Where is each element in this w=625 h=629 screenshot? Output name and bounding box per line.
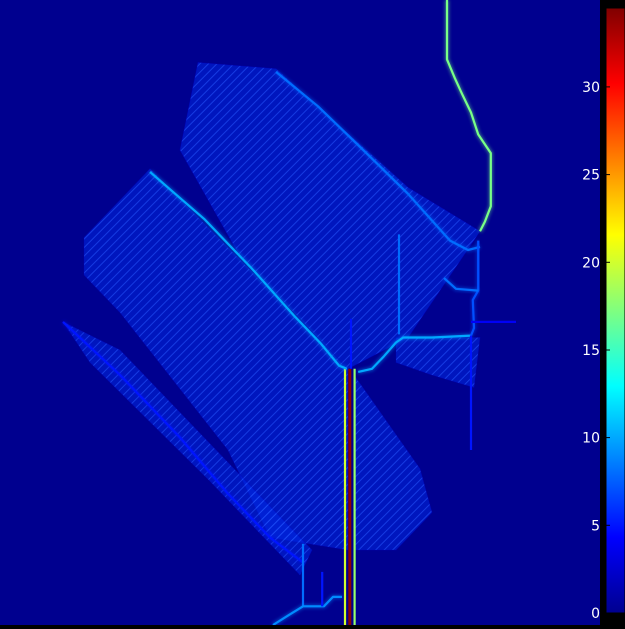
colorbar-tick-label: 15: [582, 343, 600, 359]
colorbar: 0 5 10 15 20 25 30: [582, 7, 625, 622]
colorbar-tick-label: 30: [582, 80, 600, 96]
left-diagonal-ridge: [149, 171, 348, 370]
right-connector: [357, 334, 472, 373]
colorbar-tick-label: 25: [582, 168, 600, 184]
upper-right-diagonal: [275, 71, 481, 252]
upper-branch: [445, 0, 492, 232]
lower-left-diagonal: [62, 321, 304, 564]
colorbar-ticks: 0 5 10 15 20 25 30: [582, 80, 610, 622]
right-vertical: [469, 240, 480, 337]
bottom-connector: [272, 595, 342, 626]
mid-connector: [443, 277, 479, 292]
colorbar-tick-label: 20: [582, 255, 600, 271]
colorbar-gradient: [605, 7, 625, 614]
ridge-lines: [61, 0, 516, 627]
colorbar-tick-label: 0: [591, 606, 600, 622]
colorbar-tick-label: 10: [582, 431, 600, 447]
colorbar-tick-label: 5: [591, 518, 600, 534]
